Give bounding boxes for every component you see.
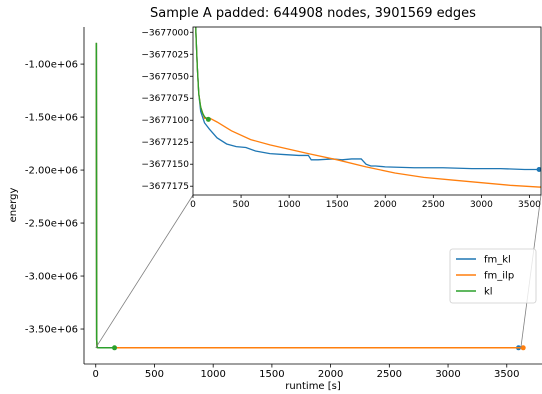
inset-x-tick-label: 0 (190, 200, 196, 210)
inset-series-line-kl (195, 27, 209, 120)
x-tick-label: 3500 (494, 369, 519, 380)
x-tick-label: 3000 (435, 369, 460, 380)
x-tick-label: 1500 (259, 369, 284, 380)
series-marker-fm_ilp (520, 345, 526, 351)
inset-y-tick-label: −3677100 (141, 116, 189, 126)
y-tick-label: -2.00e+06 (25, 166, 78, 177)
inset-series-marker-fm_kl (536, 166, 541, 172)
series-line-kl (95, 42, 115, 349)
inset-y-tick-label: −3677000 (141, 28, 189, 38)
inset-y-tick-label: −3677075 (141, 94, 189, 104)
x-tick-label: 500 (145, 369, 164, 380)
y-tick-label: -3.00e+06 (25, 272, 78, 283)
chart-title: Sample A padded: 644908 nodes, 3901569 e… (150, 6, 476, 21)
inset-x-tick-label: 500 (232, 200, 249, 210)
inset-y-tick-label: −3677150 (141, 160, 189, 170)
inset-background (193, 27, 541, 195)
x-tick-label: 1000 (200, 369, 225, 380)
x-tick-label: 0 (93, 369, 99, 380)
inset-plot-area (195, 27, 541, 189)
zoom-connector-left (95, 194, 194, 349)
inset-series-marker-kl (205, 116, 211, 122)
y-axis-label: energy (8, 187, 19, 222)
inset-x-tick-label: 3000 (470, 200, 493, 210)
legend-label-fm_ilp: fm_ilp (484, 271, 514, 282)
x-tick-label: 2500 (377, 369, 402, 380)
legend-label-fm_kl: fm_kl (484, 255, 511, 266)
y-tick-label: -1.50e+06 (25, 113, 78, 124)
inset-frame (192, 26, 542, 196)
legend-label-kl: kl (484, 287, 493, 298)
inset-x-tick-label: 2000 (374, 200, 397, 210)
inset-y-tick-label: −3677125 (141, 138, 189, 148)
inset-x-tick-label: 1000 (278, 200, 301, 210)
y-tick-label: -1.00e+06 (25, 60, 78, 71)
inset-x-tick-label: 1500 (326, 200, 349, 210)
inset-y-tick-label: −3677050 (141, 72, 189, 82)
y-tick-label: -2.50e+06 (25, 219, 78, 230)
x-axis-label: runtime [s] (285, 381, 341, 392)
inset-x-tick-label: 2500 (422, 200, 445, 210)
legend-box (449, 248, 537, 304)
inset-x-tick-label: 3500 (518, 200, 541, 210)
inset-y-tick-label: −3677175 (141, 182, 189, 192)
y-tick-label: -3.50e+06 (25, 325, 78, 336)
inset-axes: 0 500 1000 1500 2000 2500 3000 3500 −3677000 −367… (141, 26, 542, 210)
x-tick-label: 2000 (318, 369, 343, 380)
inset-y-tick-label: −3677025 (141, 50, 189, 60)
series-marker-kl (112, 345, 118, 351)
